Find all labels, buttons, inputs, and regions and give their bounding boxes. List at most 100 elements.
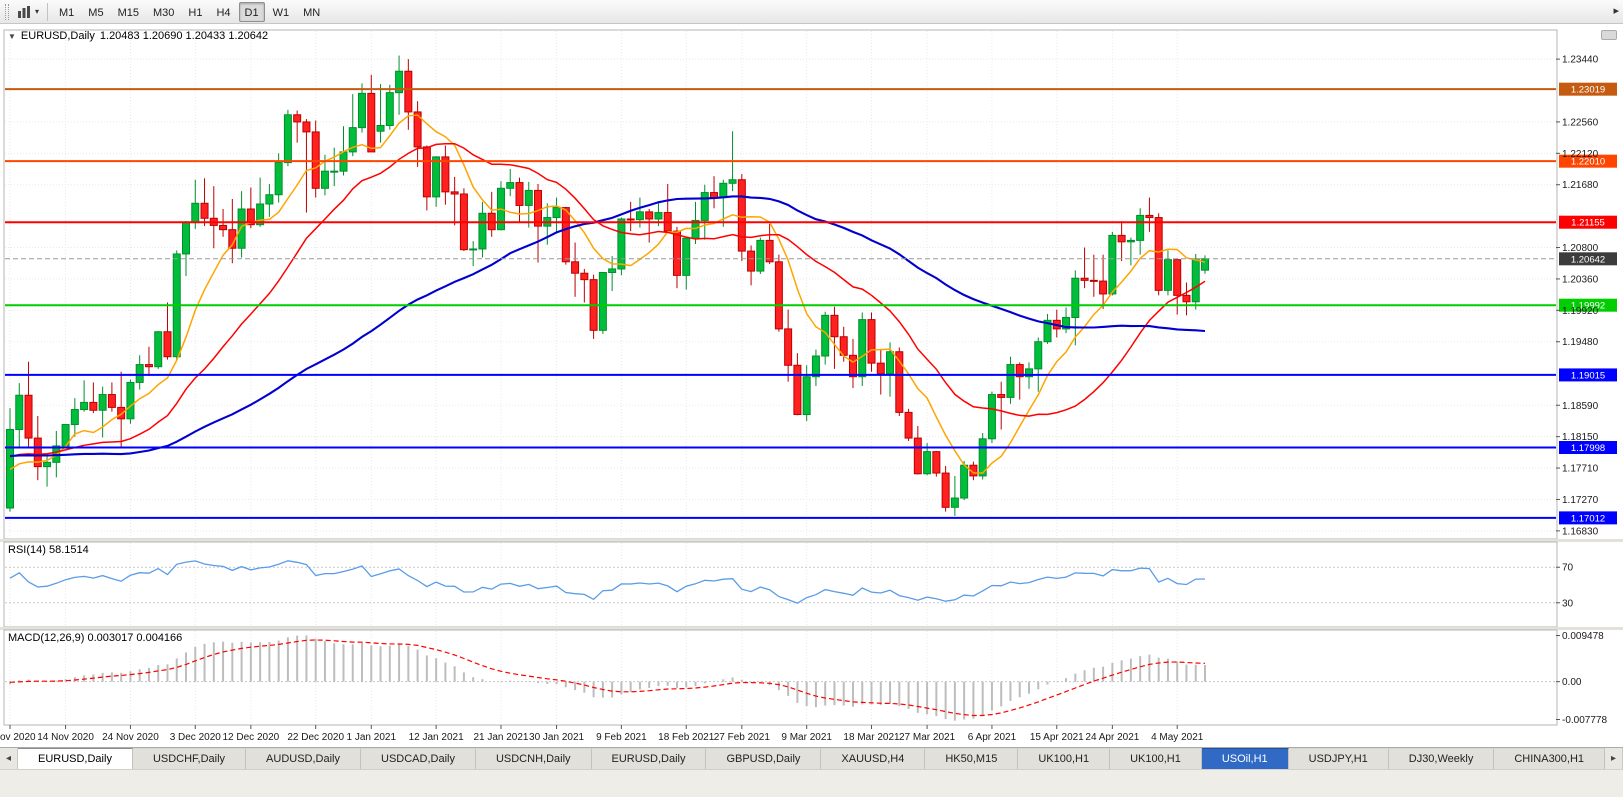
macd-indicator-label: MACD(12,26,9) 0.003017 0.004166 [8, 632, 183, 644]
candle-body [1043, 319, 1052, 343]
candle-body [867, 319, 876, 364]
candle-body [1191, 258, 1200, 303]
tab-scroll-left-icon[interactable]: ◂ [0, 748, 18, 769]
chart-tab-usdchf-daily[interactable]: USDCHF,Daily [132, 748, 247, 769]
macd-axis-tick: 0.00 [1562, 677, 1582, 688]
candle-body [358, 92, 367, 129]
date-axis-tick: 3 Dec 2020 [170, 732, 222, 743]
chart-tab-uk100-h1[interactable]: UK100,H1 [1110, 748, 1202, 769]
date-axis-tick: 27 Feb 2021 [714, 732, 771, 743]
price-axis-tick: 1.19920 [1562, 306, 1599, 317]
candle-body [1145, 214, 1154, 219]
rsi-axis-tick: 70 [1562, 563, 1574, 574]
chart-tab-china300-h1[interactable]: CHINA300,H1 [1494, 748, 1605, 769]
hline-price-label-text: 1.19992 [1571, 301, 1605, 312]
timeframe-button-mn[interactable]: MN [303, 6, 321, 19]
status-filler [0, 769, 1623, 797]
collapse-subwindows-icon[interactable]: ▼ [8, 31, 16, 41]
chart-corner-button[interactable] [1601, 30, 1617, 40]
candle-body [98, 394, 107, 411]
hline-price-label[interactable] [1559, 215, 1617, 229]
tab-scroll-right-icon[interactable]: ▸ [1605, 748, 1623, 769]
candle-body [348, 127, 357, 153]
candle-body [682, 237, 691, 276]
timeframe-button-h1[interactable]: H1 [188, 6, 203, 19]
hline-price-label[interactable] [1559, 82, 1617, 96]
candle-body [70, 409, 79, 426]
dropdown-caret-icon[interactable]: ▾ [35, 7, 40, 16]
chart-tab-dj30-weekly[interactable]: DJ30,Weekly [1388, 748, 1495, 769]
chart-tab-gbpusd-daily[interactable]: GBPUSD,Daily [706, 748, 822, 769]
candle-body [710, 192, 719, 199]
date-axis-tick: 24 Apr 2021 [1085, 732, 1139, 743]
chart-tab-eurusd-daily[interactable]: EURUSD,Daily [18, 748, 133, 769]
timeframe-button-m5[interactable]: M5 [88, 6, 104, 19]
candle-body [154, 331, 163, 368]
chart-tab-xauusd-h4[interactable]: XAUUSD,H4 [821, 748, 926, 769]
candle-body [1006, 364, 1015, 398]
hline-price-label[interactable] [1559, 368, 1617, 382]
chart-tab-audusd-daily[interactable]: AUDUSD,Daily [246, 748, 362, 769]
timeframe-button-m15[interactable]: M15 [117, 6, 139, 19]
candle-body [117, 406, 126, 420]
hline-price-label[interactable] [1559, 441, 1617, 455]
timeframe-button-m30[interactable]: M30 [152, 6, 175, 19]
timeframe-button-h4[interactable]: H4 [216, 6, 231, 19]
candle-body [191, 202, 200, 224]
ma-fast-line[interactable] [9, 114, 1206, 474]
candle-body [126, 381, 135, 420]
toolbar-overflow-icon[interactable]: ▸ [1613, 5, 1619, 17]
candle-body [1071, 277, 1080, 318]
macd-signal-line[interactable] [9, 639, 1206, 717]
chart-periodicity-icon[interactable] [14, 2, 34, 22]
chart-tab-eurusd-daily[interactable]: EURUSD,Daily [591, 748, 707, 769]
panel-separator[interactable] [0, 627, 1623, 630]
rsi-line[interactable] [9, 560, 1206, 604]
date-axis-tick: 1 Jan 2021 [347, 732, 397, 743]
price-axis-tick: 1.20360 [1562, 274, 1599, 285]
timeframe-button-w1[interactable]: W1 [272, 6, 290, 19]
candle-body [311, 131, 320, 189]
hline-price-label-text: 1.17998 [1571, 443, 1605, 454]
candle-body [395, 70, 404, 94]
chart-tab-hk50-m15[interactable]: HK50,M15 [925, 748, 1019, 769]
date-axis-tick: 22 Dec 2020 [287, 732, 344, 743]
ma-mid-line[interactable] [9, 142, 1206, 458]
hline-price-label[interactable] [1559, 298, 1617, 312]
chart-canvas[interactable]: 1.23019 1.22010 1.21155 1.19992 1.19015 1.179… [0, 24, 1623, 747]
chart-tabs: EURUSD,Daily USDCHF,Daily AUDUSD,Daily USDC… [18, 748, 1605, 769]
macd-axis-tick: -0.007778 [1562, 715, 1607, 726]
chart-tab-usdcad-daily[interactable]: USDCAD,Daily [361, 748, 476, 769]
chart-tab-usdjpy-h1[interactable]: USDJPY,H1 [1288, 748, 1389, 769]
chart-tab-usoil-h1[interactable]: USOil,H1 [1201, 748, 1289, 769]
candle-body [135, 364, 144, 383]
chart-tab-usdcnh-daily[interactable]: USDCNH,Daily [475, 748, 592, 769]
panel-separator[interactable] [0, 539, 1623, 542]
date-axis-tick: 15 Apr 2021 [1030, 732, 1084, 743]
price-axis-tick: 1.21680 [1562, 180, 1599, 191]
candle-body [246, 208, 255, 226]
timeframe-button-d1[interactable]: D1 [238, 1, 265, 22]
ma-slow-line[interactable] [9, 195, 1206, 458]
timeframe-button-m1[interactable]: M1 [59, 6, 75, 19]
candle-body [413, 111, 422, 148]
candle-body [89, 401, 98, 411]
toolbar-grip[interactable] [5, 3, 9, 20]
candle-body [376, 124, 385, 132]
candle-body [987, 394, 996, 440]
hline-price-label-text: 1.23019 [1571, 85, 1605, 96]
candle-body [950, 497, 959, 508]
candle-body [441, 156, 450, 193]
rsi-indicator-label: RSI(14) 58.1514 [8, 544, 89, 556]
grid-layer [5, 31, 1556, 724]
hline-price-label[interactable] [1559, 154, 1617, 168]
chart-tab-uk100-h1[interactable]: UK100,H1 [1018, 748, 1111, 769]
candle-body [719, 182, 728, 199]
candle-body [256, 203, 265, 226]
hline-price-label[interactable] [1559, 511, 1617, 525]
price-axis-tick: 1.23440 [1562, 55, 1599, 66]
candle-body [737, 179, 746, 252]
candle-body [1173, 259, 1182, 296]
candle-body [876, 362, 885, 375]
candle-body [923, 451, 932, 475]
